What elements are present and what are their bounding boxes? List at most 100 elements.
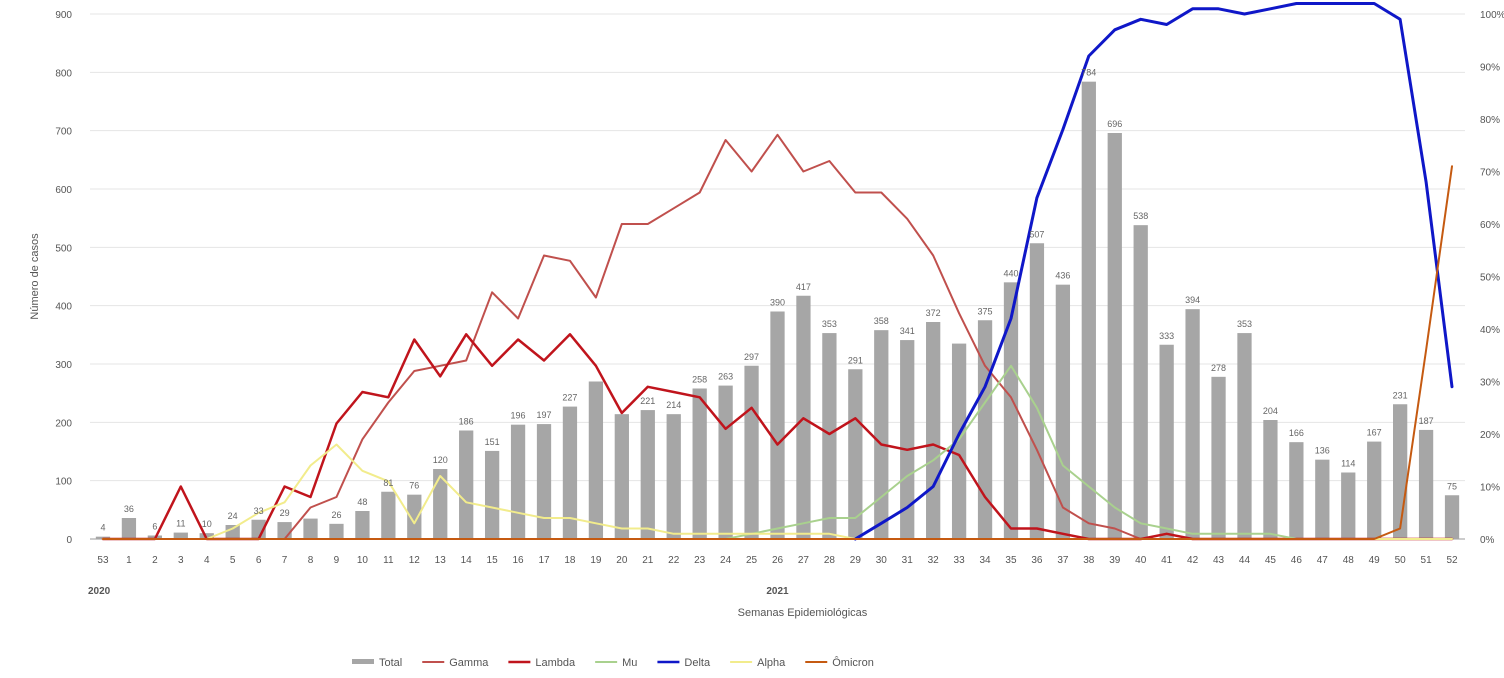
- bar-total: [121, 518, 137, 539]
- bar-total: [1107, 133, 1122, 539]
- bar-data-label: 166: [1289, 428, 1304, 438]
- bar-data-label: 353: [822, 319, 837, 329]
- bar-total: [1055, 284, 1071, 539]
- series-line-delta: [853, 2, 1454, 541]
- y2-tick-label: 60%: [1480, 220, 1500, 231]
- bar-data-label: 186: [459, 417, 474, 427]
- bar-data-label: 353: [1237, 319, 1252, 329]
- x-tick-label: 36: [1031, 555, 1043, 566]
- bar-total: [900, 340, 915, 539]
- x-tick-label: 33: [954, 555, 966, 566]
- bar-total: [225, 525, 240, 539]
- bar-data-label: 81: [383, 478, 393, 488]
- x-tick-label: 34: [979, 555, 991, 566]
- x-tick-label: 13: [435, 555, 447, 566]
- bar-data-label: 10: [202, 519, 212, 529]
- legend-label-gamma: Gamma: [449, 657, 489, 669]
- bar-total: [562, 406, 578, 539]
- x-tick-label: 25: [746, 555, 758, 566]
- x-tick-label: 8: [308, 555, 314, 566]
- bar-data-label: 196: [511, 411, 526, 421]
- bar-data-label: 375: [978, 306, 993, 316]
- y2-tick-label: 30%: [1480, 378, 1500, 389]
- bar-data-label: 507: [1029, 229, 1044, 239]
- bar-total: [1289, 442, 1304, 539]
- bar-data-label: 214: [666, 400, 681, 410]
- bar-total: [1159, 344, 1174, 539]
- x-tick-label: 28: [824, 555, 836, 566]
- bar-total: [822, 333, 837, 539]
- x-tick-label: 51: [1421, 555, 1433, 566]
- bar-total: [926, 322, 941, 539]
- y2-tick-label: 100%: [1480, 10, 1504, 21]
- x-year-label: 2021: [766, 586, 789, 597]
- x-tick-label: 30: [876, 555, 888, 566]
- bar-data-label: 114: [1341, 459, 1355, 469]
- bar-data-label: 6: [152, 522, 157, 532]
- x-tick-label: 53: [97, 555, 109, 566]
- bar-total: [1367, 441, 1382, 539]
- bar-data-label: 151: [485, 437, 500, 447]
- x-tick-label: 16: [513, 555, 525, 566]
- x-tick-label: 22: [668, 555, 680, 566]
- bar-data-label: 440: [1003, 268, 1018, 278]
- y-tick-label: 100: [55, 477, 72, 488]
- bar-data-label: 76: [409, 481, 419, 491]
- bar-data-label: 358: [874, 316, 889, 326]
- x-tick-label: 32: [928, 555, 940, 566]
- bar-total: [1341, 472, 1356, 539]
- bar-data-label: 538: [1133, 211, 1148, 221]
- bar-data-label: 278: [1211, 363, 1226, 373]
- bar-total: [199, 533, 214, 539]
- bar-total: [848, 369, 863, 539]
- bar-data-label: 231: [1393, 390, 1408, 400]
- y2-tick-label: 50%: [1480, 273, 1500, 284]
- x-tick-label: 41: [1161, 555, 1173, 566]
- y-tick-label: 300: [55, 360, 72, 371]
- bar-data-label: 417: [796, 282, 811, 292]
- bar-total: [355, 511, 370, 539]
- series-lines: [101, 2, 1454, 541]
- y-tick-label: 400: [55, 302, 72, 313]
- y-tick-label: 0: [66, 535, 72, 546]
- bar-total: [1081, 81, 1096, 540]
- bar-data-label: 48: [357, 497, 367, 507]
- x-axis-label: Semanas Epidemiológicas: [738, 607, 868, 619]
- y-axis-label: Número de casos: [29, 233, 41, 320]
- bar-total: [303, 518, 318, 539]
- x-tick-label: 37: [1057, 555, 1069, 566]
- bar-data-label: 221: [640, 396, 655, 406]
- y2-tick-label: 80%: [1480, 115, 1500, 126]
- bar-total: [1003, 282, 1019, 539]
- bar-data-label: 120: [433, 455, 448, 465]
- bar-data-label: 297: [744, 352, 759, 362]
- bar-data-label: 187: [1419, 416, 1434, 426]
- bar-total: [588, 381, 604, 539]
- y2-tick-label: 10%: [1480, 483, 1500, 494]
- x-tick-label: 15: [487, 555, 499, 566]
- bar-total: [977, 320, 993, 539]
- bar-total: [277, 522, 292, 539]
- bar-total: [329, 523, 344, 539]
- x-tick-label: 44: [1239, 555, 1251, 566]
- x-tick-label: 35: [1005, 555, 1017, 566]
- y-tick-label: 800: [55, 68, 72, 79]
- bar-data-label: 11: [176, 519, 185, 529]
- legend-label-lambda: Lambda: [535, 657, 576, 669]
- y2-tick-label: 40%: [1480, 325, 1500, 336]
- bar-data-label: 197: [536, 410, 551, 420]
- x-tick-label: 40: [1135, 555, 1147, 566]
- bar-data-label: 258: [692, 375, 707, 385]
- x-tick-label: 49: [1369, 555, 1381, 566]
- x-tick-label: 27: [798, 555, 810, 566]
- bar-data-label: 75: [1447, 481, 1457, 491]
- x-tick-label: 18: [564, 555, 576, 566]
- y-tick-label: 700: [55, 127, 72, 138]
- x-tick-label: 45: [1265, 555, 1277, 566]
- x-tick-label: 42: [1187, 555, 1199, 566]
- bar-data-label: 784: [1081, 68, 1096, 78]
- legend-label-total: Total: [379, 657, 402, 669]
- bar-data-label: 29: [280, 508, 290, 518]
